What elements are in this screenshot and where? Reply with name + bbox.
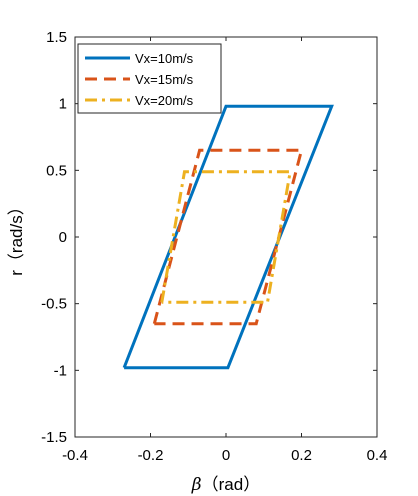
series-layer <box>122 104 334 370</box>
x-tick-label: 0.4 <box>367 447 388 464</box>
tick-layer: -0.4 -0.2 0 0.2 0.4 -1.5 -1 -0.5 0 0.5 1 1.5 <box>41 29 387 464</box>
y-tick-label: 0.5 <box>46 162 67 179</box>
series-line-3 <box>160 170 292 304</box>
legend-entry-2: Vx=15m/s <box>135 72 194 87</box>
x-axis-label-symbol: β <box>191 475 202 495</box>
series-line-1 <box>122 104 334 370</box>
y-tick-label: 1.5 <box>46 29 67 46</box>
legend-entry-1: Vx=10m/s <box>135 51 194 66</box>
y-tick-label: -1 <box>54 362 67 379</box>
x-axis-label: β（rad） <box>191 475 260 495</box>
y-tick-label: 1 <box>59 96 67 113</box>
y-tick-label: -1.5 <box>41 429 67 446</box>
series-line-2 <box>152 148 304 326</box>
x-tick-label: 0 <box>222 447 230 464</box>
y-axis-label: r（rad/s） <box>7 198 26 275</box>
legend-box <box>77 43 222 114</box>
y-tick-label: 0 <box>59 229 67 246</box>
x-tick-label: -0.4 <box>62 447 88 464</box>
legend: Vx=10m/s Vx=15m/s Vx=20m/s <box>77 43 222 114</box>
x-tick-label: 0.2 <box>291 447 312 464</box>
x-axis-label-unit: （rad） <box>202 475 261 494</box>
legend-entry-3: Vx=20m/s <box>135 93 194 108</box>
y-tick-label: -0.5 <box>41 296 67 313</box>
x-tick-label: -0.2 <box>138 447 164 464</box>
